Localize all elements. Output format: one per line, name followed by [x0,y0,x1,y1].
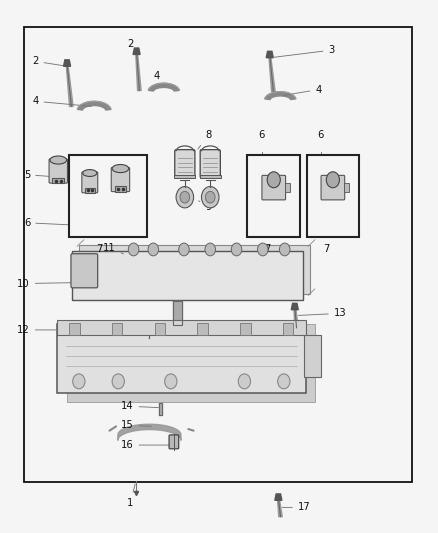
Ellipse shape [50,156,67,164]
Ellipse shape [112,165,129,173]
Bar [67,324,315,402]
Circle shape [73,374,85,389]
Text: 2: 2 [127,39,138,54]
FancyBboxPatch shape [49,159,67,183]
Polygon shape [148,83,180,91]
Text: 4: 4 [153,71,164,86]
Bar [304,335,321,377]
Circle shape [148,243,159,256]
Polygon shape [294,308,298,328]
Bar [57,324,306,393]
FancyBboxPatch shape [72,251,304,300]
Circle shape [258,243,268,256]
Circle shape [231,243,242,256]
Polygon shape [173,301,182,325]
Bar [115,186,126,192]
Text: 2: 2 [32,56,67,66]
Bar [307,155,359,237]
Text: 6: 6 [259,130,265,140]
Text: 7: 7 [264,244,270,254]
FancyBboxPatch shape [321,175,345,200]
Text: 1: 1 [127,484,135,507]
Polygon shape [275,494,282,500]
FancyBboxPatch shape [111,167,130,191]
Text: 10: 10 [17,279,81,288]
Bar [85,188,95,193]
Polygon shape [133,48,140,54]
Polygon shape [159,403,162,415]
Text: 6: 6 [318,130,324,140]
Bar [112,323,123,335]
Polygon shape [269,55,275,92]
Text: 5: 5 [24,170,56,180]
Text: 9: 9 [198,201,212,212]
FancyBboxPatch shape [71,254,98,288]
Text: 4: 4 [283,85,321,95]
Text: 11: 11 [103,244,124,254]
Circle shape [112,374,124,389]
Text: 17: 17 [282,503,311,512]
Circle shape [279,243,290,256]
Bar [71,326,77,334]
Bar [24,27,412,482]
FancyBboxPatch shape [169,435,179,449]
Polygon shape [66,64,73,107]
Polygon shape [136,52,141,91]
Bar [285,183,290,192]
Polygon shape [77,101,111,110]
FancyBboxPatch shape [262,175,286,200]
Circle shape [205,243,215,256]
Text: 8: 8 [198,131,211,149]
FancyBboxPatch shape [82,172,98,193]
Text: 6: 6 [24,218,69,228]
FancyBboxPatch shape [200,150,220,178]
Bar [240,323,251,335]
Bar [198,323,208,335]
Circle shape [201,187,219,208]
Text: 13: 13 [298,309,346,318]
Bar [69,155,147,237]
FancyBboxPatch shape [175,150,195,178]
Text: 4: 4 [32,96,92,107]
Bar [344,183,350,192]
Circle shape [180,191,190,203]
Text: 14: 14 [121,401,159,411]
Polygon shape [291,303,298,310]
Text: 3: 3 [274,45,335,57]
Bar [247,155,300,237]
Bar [53,177,64,183]
Bar [283,323,293,335]
Bar [69,323,80,335]
Circle shape [267,172,280,188]
Polygon shape [265,92,296,100]
Text: 12: 12 [17,325,71,335]
Circle shape [165,374,177,389]
Bar [57,320,306,335]
Circle shape [326,172,339,188]
Circle shape [278,374,290,389]
FancyBboxPatch shape [79,245,310,294]
Text: 16: 16 [121,440,173,450]
Circle shape [176,187,194,208]
Polygon shape [278,498,282,516]
Circle shape [179,243,189,256]
Ellipse shape [83,169,97,176]
Text: 7: 7 [323,244,329,254]
Circle shape [238,374,251,389]
Text: 15: 15 [121,421,152,430]
Bar [200,175,221,179]
Circle shape [205,191,215,203]
Bar [174,175,195,179]
Polygon shape [266,51,273,58]
Circle shape [128,243,139,256]
Bar [155,323,165,335]
Text: 7: 7 [97,244,103,254]
Polygon shape [64,60,71,66]
